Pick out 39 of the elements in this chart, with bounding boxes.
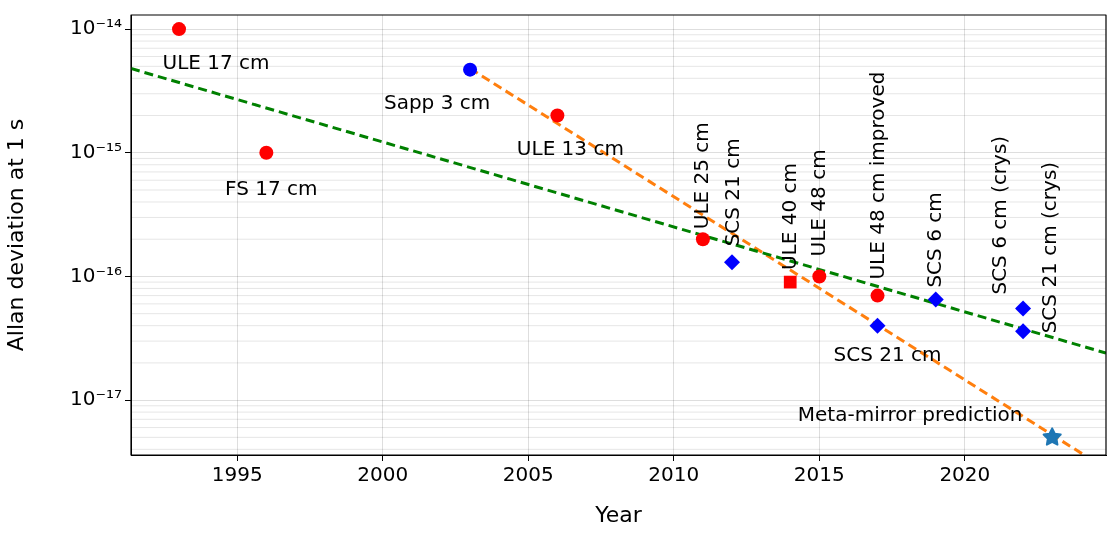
annotation: SCS 21 cm xyxy=(720,138,745,247)
y-axis-title: Allan deviation at 1 s xyxy=(2,118,28,352)
point xyxy=(550,108,565,123)
annotation: SCS 6 cm xyxy=(921,192,946,288)
point xyxy=(1015,300,1032,317)
annotation: ULE 17 cm xyxy=(162,50,270,75)
point xyxy=(695,232,710,247)
point xyxy=(463,62,478,77)
point xyxy=(812,269,827,284)
annotation: ULE 48 cm xyxy=(805,149,830,257)
x-tick-label: 2000 xyxy=(357,462,409,487)
x-tick-label: 1995 xyxy=(211,462,263,487)
annotation: FS 17 cm xyxy=(225,175,318,200)
point xyxy=(1042,427,1062,446)
y-tick-label: 10⁻¹⁴ xyxy=(69,15,122,40)
x-tick-label: 2020 xyxy=(939,462,991,487)
annotation: Meta-mirror prediction xyxy=(797,401,1023,426)
annotation: ULE 25 cm xyxy=(689,122,714,230)
point xyxy=(927,291,944,308)
annotation: ULE 40 cm xyxy=(777,163,802,271)
point xyxy=(259,145,274,160)
annotation: ULE 13 cm xyxy=(516,135,624,160)
y-tick-label: 10⁻¹⁵ xyxy=(69,138,122,163)
x-tick-label: 2015 xyxy=(793,462,845,487)
point xyxy=(869,317,886,334)
y-tick-label: 10⁻¹⁶ xyxy=(69,262,122,287)
point xyxy=(172,22,187,37)
x-tick-label: 2005 xyxy=(502,462,554,487)
annotation: ULE 48 cm improved xyxy=(864,71,889,280)
annotation: SCS 6 cm (crys) xyxy=(987,135,1012,295)
point xyxy=(724,254,741,271)
x-axis-title: Year xyxy=(594,501,643,527)
annotation: Sapp 3 cm xyxy=(383,89,491,114)
y-tick-label: 10⁻¹⁷ xyxy=(69,386,122,411)
point xyxy=(783,275,797,289)
x-tick-label: 2010 xyxy=(648,462,700,487)
point xyxy=(1015,323,1032,340)
annotation: SCS 21 cm (crys) xyxy=(1037,161,1062,334)
point xyxy=(870,288,885,303)
